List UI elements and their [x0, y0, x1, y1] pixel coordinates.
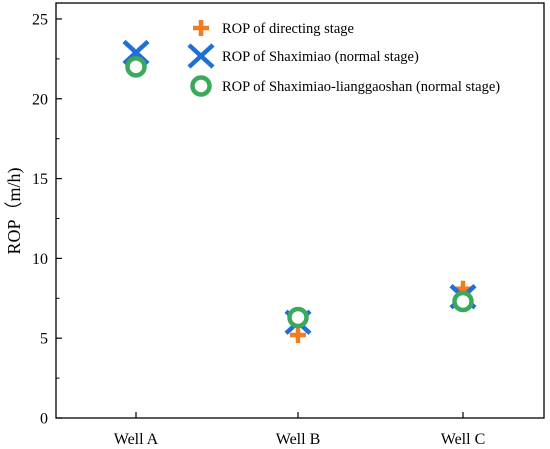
- y-tick-label: 20: [32, 91, 48, 108]
- x-axis: Well A Well B Well C: [114, 412, 485, 448]
- legend-label: ROP of Shaximiao-lianggaoshan (normal st…: [222, 79, 500, 95]
- marker-circle-well-b: [287, 306, 309, 329]
- data-markers: [122, 39, 477, 343]
- legend-label: ROP of directing stage: [222, 21, 354, 37]
- y-axis-title: ROP（m/h): [4, 167, 25, 254]
- marker-circle-well-a: [125, 56, 147, 78]
- y-axis: 0 5 10 15 20 25: [32, 11, 62, 428]
- x-tick-label: Well B: [276, 431, 320, 448]
- legend-marker-x: [187, 43, 215, 69]
- legend-label: ROP of Shaximiao (normal stage): [222, 49, 419, 65]
- y-tick-label: 0: [40, 411, 48, 428]
- legend-marker-circle: [190, 75, 212, 97]
- legend: ROP of directing stage ROP of Shaximiao (…: [187, 20, 500, 97]
- legend-item: ROP of Shaximiao (normal stage): [187, 43, 419, 69]
- legend-item: ROP of directing stage: [193, 20, 354, 37]
- legend-marker-plus: [193, 20, 209, 36]
- marker-circle-well-c: [452, 290, 474, 313]
- y-tick-label: 5: [40, 331, 48, 348]
- marker-plus-well-b: [290, 327, 306, 343]
- plot-frame: [55, 2, 545, 419]
- x-tick-label: Well A: [114, 431, 159, 448]
- y-tick-label: 10: [32, 251, 48, 268]
- y-tick-label: 25: [32, 11, 48, 28]
- x-tick-label: Well C: [441, 431, 485, 448]
- y-tick-label: 15: [32, 171, 48, 188]
- legend-item: ROP of Shaximiao-lianggaoshan (normal st…: [190, 75, 500, 97]
